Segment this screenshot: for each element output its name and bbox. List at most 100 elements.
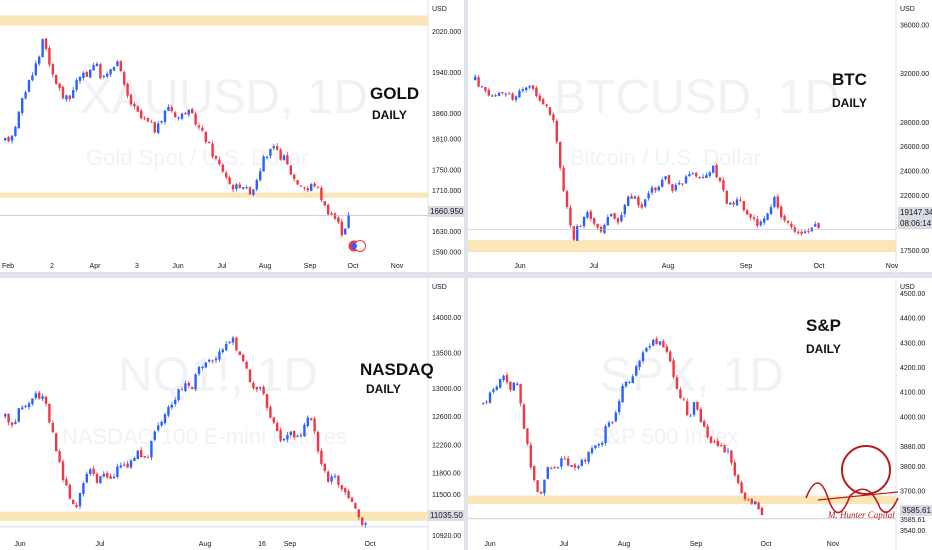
y-tick-label: 1750.000 [432,168,461,175]
candle [580,458,583,467]
candle [320,448,323,467]
candle [526,428,529,446]
candle [24,90,27,100]
candle [167,405,170,418]
candle [272,416,275,425]
sp500-title: S&P [806,316,841,335]
candle [344,228,347,236]
y-tick-label: 4000.00 [900,414,925,421]
candle [78,492,82,510]
candle [10,135,14,144]
candle [780,204,783,220]
candle [89,69,92,79]
candle [756,216,759,228]
signature-underline [817,491,899,501]
candle [536,480,539,493]
candle [238,350,241,356]
candle [667,174,671,185]
candle [221,347,224,355]
candle [607,420,611,428]
candle [538,93,541,103]
candle [95,61,99,67]
candle [4,412,7,419]
candle [589,209,592,222]
candle [743,491,747,502]
candle [180,386,184,391]
candle [555,118,558,144]
candle [750,497,753,505]
candle [760,506,764,516]
candle [698,176,701,179]
x-tick-label: Aug [662,263,675,270]
candle [559,141,562,171]
y-tick-label: 12200.00 [432,442,461,449]
candle [752,214,756,222]
candle [742,200,745,212]
candle [579,224,582,228]
candle [252,188,255,197]
candle [330,211,333,216]
candle [282,438,286,442]
candle [627,195,630,207]
y-tick-label: 10920.00 [432,533,461,540]
candle [504,92,507,97]
candle [485,399,488,405]
candle [814,221,817,227]
candle [497,91,501,97]
x-tick-label: Oct [814,263,825,270]
candle [560,456,563,470]
candle [679,387,682,399]
candle [586,210,589,219]
candle [525,86,528,93]
candle [204,361,207,369]
candle [803,229,807,234]
candle [726,447,730,455]
candle [238,181,241,189]
candle [51,62,54,78]
candle [474,74,477,81]
candle [286,431,289,443]
candle [21,97,24,116]
signature-stroke [805,482,899,514]
x-tick-label: Sep [690,541,703,548]
candle [106,470,109,479]
candle [529,441,532,470]
candle [136,105,139,112]
candle [299,433,303,438]
candle [695,171,698,179]
candle [601,441,604,447]
candle [614,410,617,423]
candle [323,462,326,474]
candle [754,501,757,505]
candle [675,375,679,390]
candle [279,147,282,161]
candle [296,434,299,438]
candle [276,420,279,432]
y-tick-label: 4100.00 [900,390,925,397]
candle [58,82,61,91]
candle [730,449,733,466]
candle [512,382,515,392]
candle [140,446,143,458]
candle [214,155,218,161]
candle [783,214,786,223]
sp500-watermark-symbol: SPX, 1D [600,349,785,402]
x-tick-label: 3 [135,263,139,270]
candle [85,471,88,484]
candle [296,180,299,185]
candle [333,212,337,221]
candle [703,419,706,428]
y-tick-label: 32000.00 [900,71,929,78]
candle [616,217,620,225]
candle [211,359,214,364]
sp500-watermark-name: S&P 500 Index [592,424,739,449]
candle [313,181,316,188]
candle [327,470,330,483]
candle [477,74,480,88]
candle [746,209,749,216]
candle [272,143,275,151]
nasdaq-watermark-name: NASDAQ 100 E-mini Futures [62,424,347,449]
horizontal-divider [0,272,932,278]
candle [170,402,173,410]
candle [293,430,296,440]
